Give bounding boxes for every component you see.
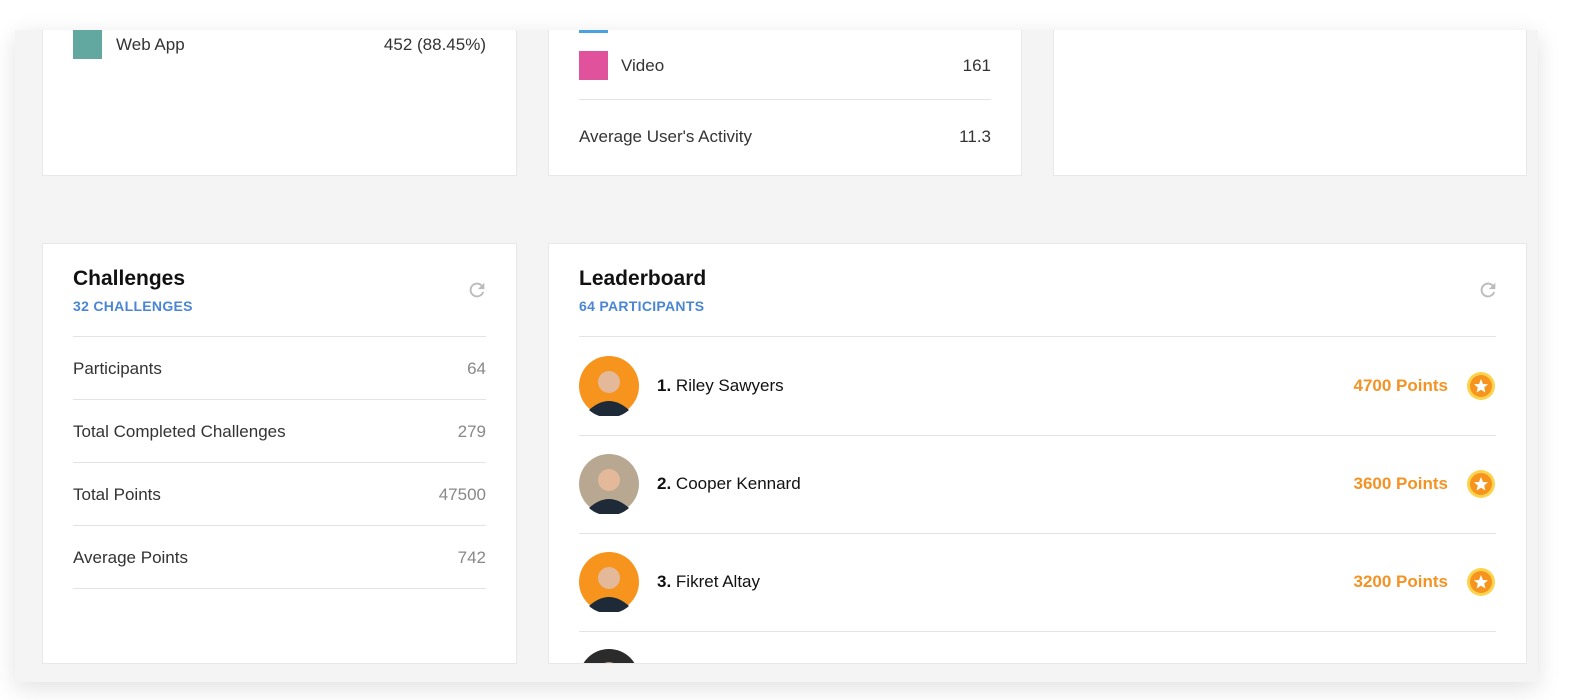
badge-star: [1474, 379, 1488, 393]
divider: [579, 435, 1496, 436]
divider: [579, 533, 1496, 534]
badge-star: [1474, 477, 1488, 491]
challenges-card: Challenges 32 CHALLENGES Participants 64…: [42, 243, 517, 664]
entry-name: Cooper Kennard: [675, 474, 801, 493]
stat-value: 742: [457, 548, 486, 567]
badge-star: [1474, 575, 1488, 589]
empty-card: [1053, 30, 1527, 176]
legend-swatch: [579, 51, 608, 80]
legend-swatch: [579, 30, 608, 33]
legend-swatch: [73, 30, 102, 59]
stat-value: 279: [457, 422, 486, 441]
average-label: Average User's Activity: [579, 127, 752, 146]
card-title: Leaderboard: [579, 267, 707, 290]
divider: [73, 525, 486, 526]
avatar: [579, 454, 639, 514]
stat-label: Total Completed Challenges: [73, 422, 286, 441]
entry-rank: 1.: [657, 376, 672, 395]
entry-name-line: 1. Riley Sawyers: [657, 376, 784, 396]
entry-points: 3200 Points: [1353, 572, 1449, 591]
entry-rank: 2.: [657, 474, 672, 493]
stat-label: Average Points: [73, 548, 188, 567]
divider: [579, 336, 1496, 337]
card-title: Challenges: [73, 267, 186, 290]
device-card: Web App 452 (88.45%): [42, 30, 517, 176]
activity-card: Video 161 Average User's Activity 11.3: [548, 30, 1022, 176]
entry-name: Riley Sawyers: [675, 376, 784, 395]
divider: [73, 462, 486, 463]
divider: [579, 631, 1496, 632]
star-badge: [1467, 372, 1495, 400]
avatar-head: [598, 469, 620, 491]
avatar-body: [589, 499, 629, 514]
divider: [73, 399, 486, 400]
avatar: [579, 356, 639, 416]
avatar-head: [598, 371, 620, 393]
leaderboard-card: Leaderboard 64 PARTICIPANTS 1. Riley Saw…: [548, 243, 1527, 664]
card-subtitle: 64 PARTICIPANTS: [579, 298, 705, 314]
entry-points: 3600 Points: [1353, 474, 1449, 493]
divider: [579, 99, 991, 100]
legend-value: 161: [962, 56, 991, 75]
star-badge: [1467, 568, 1495, 596]
star-badge: [1467, 470, 1495, 498]
refresh-button[interactable]: [466, 279, 488, 301]
entry-name-line: 3. Fikret Altay: [657, 572, 760, 592]
legend-label: Video: [621, 56, 665, 75]
stat-label: Participants: [73, 359, 162, 378]
avatar-head: [598, 567, 620, 589]
avatar-body: [589, 597, 629, 612]
entry-name: Fikret Altay: [675, 572, 761, 591]
divider: [73, 336, 486, 337]
legend-label: Web App: [116, 35, 185, 54]
stat-label: Total Points: [73, 485, 161, 504]
avatar-body: [589, 401, 629, 416]
entry-points: 4700 Points: [1353, 376, 1449, 395]
card-subtitle: 32 CHALLENGES: [73, 298, 193, 314]
avatar: [583, 649, 635, 663]
avatar: [579, 552, 639, 612]
refresh-button[interactable]: [1477, 279, 1499, 301]
entry-name-line: 2. Cooper Kennard: [657, 474, 801, 494]
divider: [73, 588, 486, 589]
stat-value: 47500: [438, 485, 486, 504]
average-value: 11.3: [959, 127, 991, 146]
legend-value: 452 (88.45%): [383, 35, 486, 54]
stat-value: 64: [467, 359, 486, 378]
entry-rank: 3.: [657, 572, 672, 591]
